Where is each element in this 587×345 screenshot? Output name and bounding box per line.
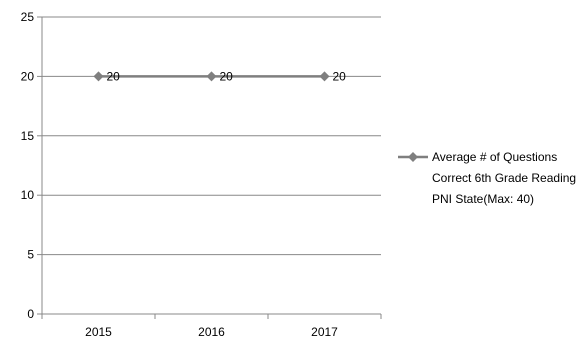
gridlines: [42, 16, 381, 256]
y-axis-ticks: 0 5 10 15 20 25: [21, 10, 42, 321]
y-tick-label: 0: [27, 307, 34, 321]
data-point-marker: [93, 71, 104, 82]
data-label: 20: [333, 69, 347, 83]
legend: Average # of Questions Correct 6th Grade…: [398, 150, 576, 206]
legend-marker: [408, 152, 418, 162]
y-tick-label: 15: [21, 129, 35, 143]
legend-label-line-1: Average # of Questions: [432, 150, 557, 164]
legend-label-line-2: Correct 6th Grade Reading: [432, 171, 576, 185]
x-tick-label: 2017: [311, 325, 338, 339]
x-tick-label: 2016: [198, 325, 225, 339]
x-axis-ticks: 2015 2016 2017: [41, 314, 382, 339]
x-tick-label: 2015: [85, 325, 112, 339]
data-label: 20: [107, 69, 121, 83]
axes: [41, 17, 381, 315]
data-point-marker: [206, 71, 217, 82]
data-label: 20: [220, 69, 234, 83]
series-group: 20 20 20: [93, 69, 347, 83]
y-tick-label: 10: [21, 188, 35, 202]
y-tick-label: 5: [27, 248, 34, 262]
legend-label-line-3: PNI State(Max: 40): [432, 192, 534, 206]
y-tick-label: 20: [21, 69, 35, 83]
data-point-marker: [319, 71, 330, 82]
y-tick-label: 25: [21, 10, 35, 24]
